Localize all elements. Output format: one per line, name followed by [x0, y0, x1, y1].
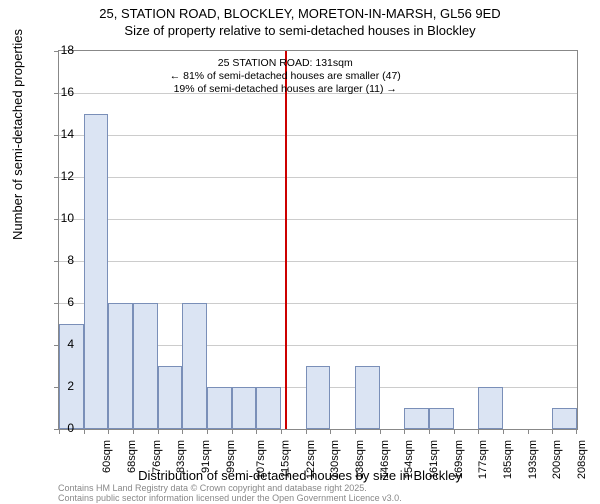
x-tickmark: [380, 429, 381, 434]
histogram-bar: [256, 387, 281, 429]
histogram-bar: [232, 387, 257, 429]
x-tickmark: [232, 429, 233, 434]
x-tickmark: [256, 429, 257, 434]
x-tickmark: [182, 429, 183, 434]
gridline: [59, 261, 577, 262]
x-tickmark: [84, 429, 85, 434]
y-tick-label: 0: [46, 421, 74, 435]
title-line-2: Size of property relative to semi-detach…: [0, 23, 600, 40]
x-tickmark: [158, 429, 159, 434]
attribution-footer: Contains HM Land Registry data © Crown c…: [58, 484, 402, 504]
x-tickmark: [528, 429, 529, 434]
x-tickmark: [108, 429, 109, 434]
annotation-line-2: ← 81% of semi-detached houses are smalle…: [170, 70, 401, 83]
histogram-bar: [355, 366, 380, 429]
y-tick-label: 8: [46, 253, 74, 267]
histogram-bar: [158, 366, 183, 429]
y-tick-label: 14: [46, 127, 74, 141]
x-tickmark: [503, 429, 504, 434]
x-tickmark: [281, 429, 282, 434]
y-tick-label: 6: [46, 295, 74, 309]
annotation-box: 25 STATION ROAD: 131sqm← 81% of semi-det…: [170, 57, 401, 96]
x-tickmark: [404, 429, 405, 434]
histogram-bar: [404, 408, 429, 429]
x-tickmark: [429, 429, 430, 434]
x-tickmark: [576, 429, 577, 434]
histogram-bar: [306, 366, 331, 429]
gridline: [59, 177, 577, 178]
title-line-1: 25, STATION ROAD, BLOCKLEY, MORETON-IN-M…: [0, 6, 600, 23]
x-axis-label: Distribution of semi-detached houses by …: [0, 468, 600, 483]
chart-title: 25, STATION ROAD, BLOCKLEY, MORETON-IN-M…: [0, 0, 600, 40]
y-tick-label: 2: [46, 379, 74, 393]
x-tickmark: [355, 429, 356, 434]
y-tick-label: 18: [46, 43, 74, 57]
annotation-line-1: 25 STATION ROAD: 131sqm: [170, 57, 401, 70]
histogram-bar: [478, 387, 503, 429]
histogram-bar: [108, 303, 133, 429]
y-tick-label: 16: [46, 85, 74, 99]
reference-line: [285, 51, 287, 429]
histogram-bar: [552, 408, 577, 429]
x-tickmark: [330, 429, 331, 434]
histogram-bar: [429, 408, 454, 429]
x-tickmark: [478, 429, 479, 434]
x-tickmark: [133, 429, 134, 434]
x-tickmark: [454, 429, 455, 434]
y-tick-label: 4: [46, 337, 74, 351]
histogram-bar: [133, 303, 158, 429]
y-axis-label: Number of semi-detached properties: [10, 29, 25, 240]
gridline: [59, 219, 577, 220]
histogram-bar: [84, 114, 109, 429]
histogram-bar: [182, 303, 207, 429]
x-tickmark: [306, 429, 307, 434]
x-tickmark: [207, 429, 208, 434]
chart-plot-area: 25 STATION ROAD: 131sqm← 81% of semi-det…: [58, 50, 578, 430]
gridline: [59, 135, 577, 136]
annotation-line-3: 19% of semi-detached houses are larger (…: [170, 83, 401, 96]
y-tick-label: 12: [46, 169, 74, 183]
footer-line-2: Contains public sector information licen…: [58, 494, 402, 504]
x-tickmark: [552, 429, 553, 434]
y-tick-label: 10: [46, 211, 74, 225]
histogram-bar: [207, 387, 232, 429]
